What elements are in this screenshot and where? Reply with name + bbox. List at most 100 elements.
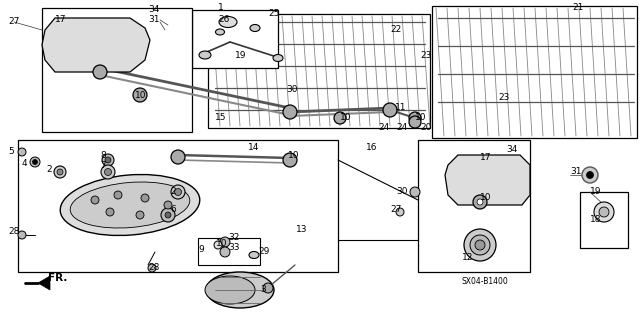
Text: 30: 30 [396,188,408,197]
Text: 9: 9 [198,246,204,255]
Text: 16: 16 [366,144,378,152]
Text: 20: 20 [420,123,431,132]
Ellipse shape [206,272,274,308]
Circle shape [136,211,144,219]
Circle shape [164,201,172,209]
Circle shape [396,208,404,216]
Text: 22: 22 [390,26,401,34]
Text: 34: 34 [148,5,159,14]
Ellipse shape [249,251,259,258]
Text: 10: 10 [340,114,351,122]
Circle shape [102,154,114,166]
Polygon shape [208,14,430,128]
Circle shape [220,237,230,247]
Text: 10: 10 [288,151,300,160]
Text: 23: 23 [420,50,431,60]
Circle shape [586,172,593,179]
Text: 10: 10 [415,114,426,122]
Text: 31: 31 [570,167,582,176]
Circle shape [18,148,26,156]
Text: 19: 19 [590,188,602,197]
Circle shape [141,194,149,202]
Circle shape [57,169,63,175]
Text: 29: 29 [258,248,269,256]
Circle shape [214,241,222,249]
Text: 23: 23 [498,93,509,102]
Circle shape [473,195,487,209]
Polygon shape [418,140,530,272]
Circle shape [475,240,485,250]
Ellipse shape [199,51,211,59]
Text: 7: 7 [100,160,106,169]
Text: SX04-B1400: SX04-B1400 [462,278,509,286]
Text: 34: 34 [506,145,517,154]
Circle shape [175,189,182,196]
Text: 17: 17 [480,153,492,162]
Text: 28: 28 [148,263,159,272]
Polygon shape [580,192,628,248]
Text: 26: 26 [218,16,229,25]
Text: 4: 4 [22,159,28,167]
Text: 13: 13 [296,226,307,234]
Text: 31: 31 [148,16,159,25]
Text: 28: 28 [8,227,19,236]
Circle shape [105,157,111,163]
Text: 2: 2 [170,188,175,197]
Text: 11: 11 [395,103,406,113]
Text: 2: 2 [46,166,52,174]
Ellipse shape [273,55,283,62]
Polygon shape [38,276,50,290]
Text: 6: 6 [170,205,176,214]
Circle shape [91,196,99,204]
Circle shape [409,112,421,124]
Polygon shape [42,18,150,72]
Polygon shape [18,140,338,272]
Circle shape [410,187,420,197]
Circle shape [464,229,496,261]
Text: 21: 21 [572,4,584,12]
Polygon shape [198,238,260,265]
Polygon shape [432,6,637,138]
Circle shape [101,165,115,179]
Circle shape [409,116,421,128]
Circle shape [220,247,230,257]
Circle shape [30,157,40,167]
Text: 12: 12 [462,254,474,263]
Circle shape [171,150,185,164]
Text: 30: 30 [286,85,298,94]
Text: FR.: FR. [48,273,67,283]
Polygon shape [42,8,192,132]
Polygon shape [192,10,278,68]
Ellipse shape [205,276,255,304]
Circle shape [148,264,156,272]
Text: 27: 27 [390,205,401,214]
Ellipse shape [70,182,190,228]
Circle shape [599,207,609,217]
Circle shape [161,208,175,222]
Text: 33: 33 [228,243,239,253]
Circle shape [283,105,297,119]
Circle shape [171,185,185,199]
Text: 10: 10 [135,91,147,100]
Circle shape [582,167,598,183]
Polygon shape [445,155,530,205]
Circle shape [477,199,483,205]
Text: 18: 18 [590,216,602,225]
Text: 24: 24 [378,123,389,132]
Circle shape [263,283,273,293]
Circle shape [18,231,26,239]
Circle shape [334,112,346,124]
Ellipse shape [219,17,237,27]
Circle shape [133,88,147,102]
Circle shape [283,153,297,167]
Circle shape [383,103,397,117]
Text: 1: 1 [218,4,224,12]
Circle shape [33,160,38,165]
Ellipse shape [216,29,225,35]
Circle shape [165,212,171,218]
Ellipse shape [60,174,200,235]
Text: 3: 3 [260,286,266,294]
Text: 5: 5 [8,147,13,157]
Text: 25: 25 [268,10,280,19]
Circle shape [104,168,111,175]
